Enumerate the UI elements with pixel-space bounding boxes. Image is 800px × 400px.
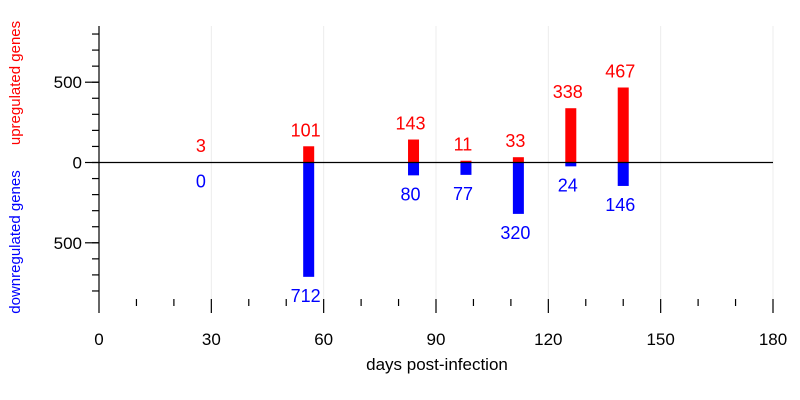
x-tick-label: 30 xyxy=(202,330,221,349)
y-axis-title-down: downregulated genes xyxy=(7,170,24,313)
y-axis-title-up: upregulated genes xyxy=(7,21,24,145)
x-axis-title: days post-infection xyxy=(366,355,508,374)
bar-label-downregulated: 77 xyxy=(453,184,473,204)
x-tick-label: 60 xyxy=(314,330,333,349)
bar-downregulated xyxy=(460,162,472,175)
bars-layer xyxy=(198,87,629,277)
bar-downregulated xyxy=(617,162,629,186)
bar-label-upregulated: 11 xyxy=(454,135,473,155)
y-tick-label: 500 xyxy=(54,234,82,253)
x-tick-label: 0 xyxy=(94,330,103,349)
bar-label-downregulated: 712 xyxy=(291,286,321,306)
x-tick-label: 180 xyxy=(759,330,787,349)
bar-label-upregulated: 33 xyxy=(505,131,525,151)
bar-downregulated xyxy=(565,162,577,167)
x-tick-label: 120 xyxy=(534,330,562,349)
axes-layer xyxy=(85,26,774,313)
bar-label-downregulated: 146 xyxy=(605,195,635,215)
bar-upregulated xyxy=(565,108,577,163)
bar-upregulated xyxy=(512,157,524,163)
bar-upregulated xyxy=(460,160,472,163)
bar-downregulated xyxy=(303,162,315,277)
bar-label-downregulated: 0 xyxy=(196,172,206,192)
bar-label-downregulated: 80 xyxy=(401,184,421,204)
bar-downregulated xyxy=(408,162,420,176)
bar-label-upregulated: 338 xyxy=(553,82,583,102)
bar-upregulated xyxy=(408,139,420,163)
bar-label-upregulated: 143 xyxy=(396,114,426,134)
bar-upregulated xyxy=(617,87,629,163)
bar-label-upregulated: 3 xyxy=(196,136,206,156)
x-tick-label: 90 xyxy=(427,330,446,349)
bar-upregulated xyxy=(303,146,315,163)
bar-label-upregulated: 467 xyxy=(605,62,635,82)
x-tick-label: 150 xyxy=(646,330,674,349)
y-tick-label: 500 xyxy=(54,73,82,92)
bar-label-upregulated: 101 xyxy=(291,120,321,140)
y-tick-label: 0 xyxy=(73,154,82,173)
bar-label-downregulated: 24 xyxy=(558,175,578,195)
bar-downregulated xyxy=(512,162,524,214)
bar-label-downregulated: 320 xyxy=(500,223,530,243)
labels-layer: 0 30 60 90 120 150 180500050030101712143801177… xyxy=(54,62,788,349)
